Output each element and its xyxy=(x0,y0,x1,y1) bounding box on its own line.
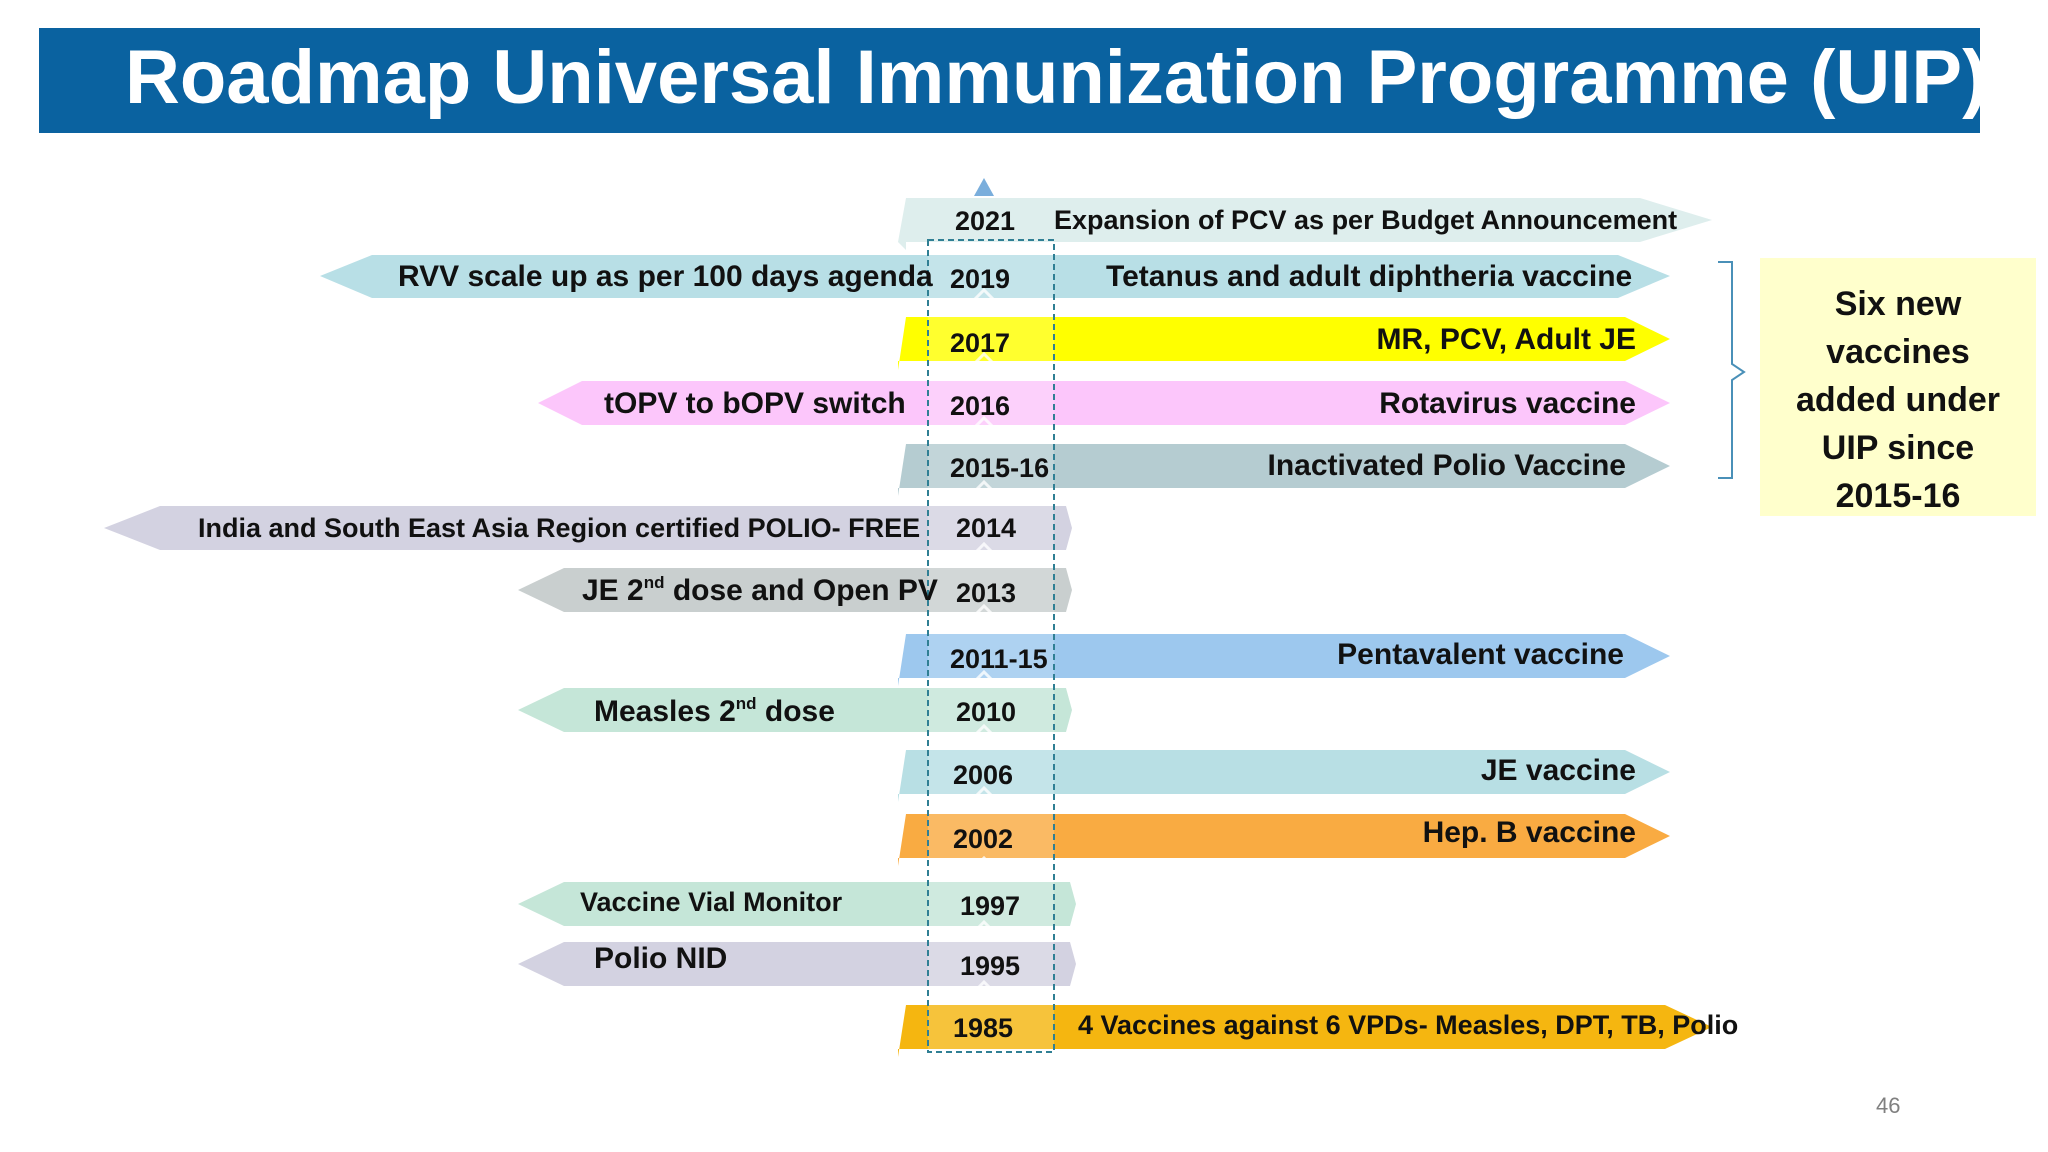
arrow-2016-left xyxy=(538,381,920,425)
arrow-1995-left xyxy=(518,942,1076,986)
event-right-label: 4 Vaccines against 6 VPDs- Measles, DPT,… xyxy=(1078,1010,1739,1040)
arrow-2015-right xyxy=(898,444,1670,496)
year-column-fill xyxy=(928,240,1054,1052)
arrow-2016-right xyxy=(906,381,1670,425)
arrow-2014-left xyxy=(104,506,1072,550)
arrow-1997-left xyxy=(518,882,1076,926)
event-right-label: Hep. B vaccine xyxy=(1422,816,1636,849)
event-left-label-rest: dose and Open PV xyxy=(664,574,938,607)
year-label: 2010 xyxy=(956,697,1017,727)
year-column-dashed-outline xyxy=(927,239,1055,1053)
axis-arrow-head xyxy=(974,178,994,196)
year-label: 2019 xyxy=(950,264,1011,294)
arrow-2021-right xyxy=(898,198,1712,250)
event-left-label: Vaccine Vial Monitor xyxy=(580,887,843,917)
event-right-label: MR, PCV, Adult JE xyxy=(1376,323,1636,356)
year-label: 2011-15 xyxy=(950,644,1048,674)
arrow-2011-right xyxy=(898,634,1670,686)
year-label: 1995 xyxy=(960,951,1021,981)
event-left-label: RVV scale up as per 100 days agenda xyxy=(398,260,933,293)
event-right-label: JE vaccine xyxy=(1480,754,1636,787)
arrow-2002-right xyxy=(898,814,1670,866)
arrow-2010-left xyxy=(518,688,1072,732)
arrow-2019-left xyxy=(320,255,920,298)
arrow-1985-right xyxy=(898,1005,1712,1057)
note-line: 2015-16 xyxy=(1835,477,1961,515)
note-line: UIP since xyxy=(1821,429,1975,467)
event-left-label: tOPV to bOPV switch xyxy=(604,387,906,420)
year-label: 1985 xyxy=(953,1013,1014,1043)
note-line: Six new xyxy=(1834,285,1962,323)
new-vaccines-bracket xyxy=(1718,261,1746,479)
event-right-label: Tetanus and adult diphtheria vaccine xyxy=(1106,260,1633,293)
event-right-label: Inactivated Polio Vaccine xyxy=(1267,449,1626,482)
event-left-label-main: Measles 2 xyxy=(594,695,736,728)
title-bar: Roadmap Universal Immunization Programme… xyxy=(39,28,1987,133)
slide-title: Roadmap Universal Immunization Programme… xyxy=(125,35,1988,120)
event-left-label-main: JE 2 xyxy=(582,574,644,607)
arrow-2006-right xyxy=(898,750,1670,802)
event-left-label: Measles 2nd dose xyxy=(594,695,835,727)
note-line: added under xyxy=(1795,381,2001,419)
event-left-label: Polio NID xyxy=(594,942,728,975)
event-left-label-sup: nd xyxy=(735,694,757,713)
year-label: 2013 xyxy=(956,578,1017,608)
year-label: 2016 xyxy=(950,391,1011,421)
year-label: 1997 xyxy=(960,891,1021,921)
event-right-label: Pentavalent vaccine xyxy=(1337,638,1624,671)
event-right-label: Rotavirus vaccine xyxy=(1379,387,1636,420)
year-label: 2002 xyxy=(953,824,1014,854)
arrow-2019-right xyxy=(906,255,1670,298)
event-left-label: JE 2nd dose and Open PV xyxy=(582,574,938,606)
year-chevrons xyxy=(970,287,998,996)
year-label: 2014 xyxy=(956,513,1017,543)
event-left-label-rest: dose xyxy=(756,695,835,728)
year-label: 2017 xyxy=(950,328,1011,358)
new-vaccines-note: Six new vaccines added under UIP since 2… xyxy=(1760,258,2036,516)
event-left-label: India and South East Asia Region certifi… xyxy=(198,513,921,543)
event-left-label-sup: nd xyxy=(643,573,665,592)
event-right-label: Expansion of PCV as per Budget Announcem… xyxy=(1054,205,1678,235)
note-line: vaccines xyxy=(1826,333,1970,371)
year-label: 2021 xyxy=(955,206,1016,236)
year-label: 2015-16 xyxy=(950,453,1050,483)
arrow-2017-right xyxy=(898,317,1670,370)
page-number: 46 xyxy=(1876,1093,1901,1118)
arrow-2013-left xyxy=(518,568,1072,612)
year-label: 2006 xyxy=(953,760,1014,790)
